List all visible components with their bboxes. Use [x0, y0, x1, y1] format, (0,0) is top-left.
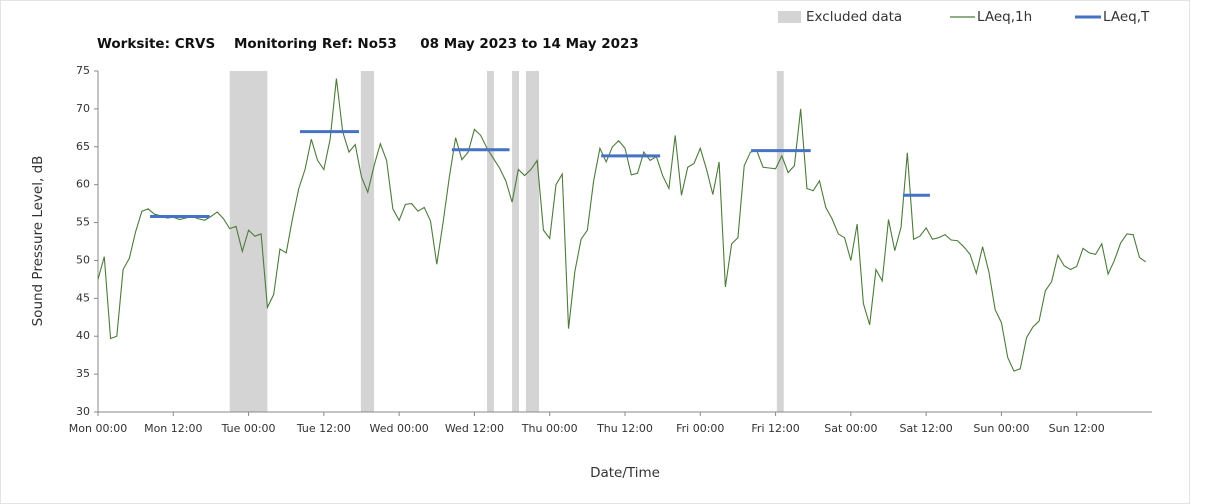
x-tick-label: Sat 12:00 [900, 422, 953, 435]
x-tick-label: Tue 00:00 [221, 422, 276, 435]
legend-label: LAeq,T [1103, 9, 1150, 25]
y-tick-label: 40 [76, 329, 90, 342]
y-tick-label: 70 [76, 102, 90, 115]
x-tick-label: Wed 12:00 [445, 422, 504, 435]
y-tick-label: 50 [76, 253, 90, 266]
x-tick-label: Thu 12:00 [596, 422, 653, 435]
x-tick-label: Mon 00:00 [69, 422, 127, 435]
legend-label: Excluded data [806, 9, 902, 25]
y-tick-label: 75 [76, 64, 90, 77]
x-tick-label: Sun 12:00 [1049, 422, 1105, 435]
excluded-span [360, 71, 375, 412]
x-tick-label: Tue 12:00 [296, 422, 351, 435]
excluded-span [229, 71, 268, 412]
legend-label: LAeq,1h [977, 9, 1032, 25]
excluded-span [512, 71, 519, 412]
x-tick-label: Mon 12:00 [144, 422, 202, 435]
x-tick-label: Fri 00:00 [676, 422, 724, 435]
y-tick-label: 35 [76, 367, 90, 380]
y-axis-title: Sound Pressure Level, dB [30, 156, 46, 327]
x-tick-label: Wed 00:00 [370, 422, 429, 435]
y-tick-label: 65 [76, 140, 90, 153]
excluded-span [525, 71, 540, 412]
x-axis-title: Date/Time [590, 465, 660, 481]
y-tick-label: 30 [76, 405, 90, 418]
y-tick-label: 60 [76, 178, 90, 191]
excluded-span [776, 71, 784, 412]
x-tick-label: Sun 00:00 [973, 422, 1029, 435]
y-tick-label: 55 [76, 216, 90, 229]
y-tick-label: 45 [76, 291, 90, 304]
x-tick-label: Thu 00:00 [521, 422, 578, 435]
laeq-1h-line [97, 78, 1147, 372]
x-tick-label: Fri 12:00 [751, 422, 799, 435]
x-tick-label: Sat 00:00 [824, 422, 877, 435]
excluded-span [486, 71, 494, 412]
legend-swatch [778, 11, 801, 23]
chart-title: Worksite: CRVS Monitoring Ref: No53 08 M… [97, 36, 639, 52]
